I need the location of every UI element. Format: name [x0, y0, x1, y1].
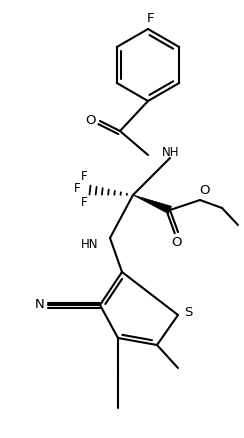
Polygon shape — [133, 195, 172, 214]
Text: N: N — [35, 297, 45, 311]
Text: O: O — [200, 184, 210, 197]
Text: F: F — [74, 181, 80, 194]
Text: O: O — [86, 113, 96, 127]
Text: F: F — [81, 170, 87, 183]
Text: HN: HN — [81, 237, 98, 251]
Text: S: S — [184, 307, 192, 319]
Text: F: F — [81, 195, 87, 208]
Text: O: O — [171, 236, 181, 248]
Text: NH: NH — [162, 146, 180, 159]
Text: F: F — [146, 13, 154, 25]
